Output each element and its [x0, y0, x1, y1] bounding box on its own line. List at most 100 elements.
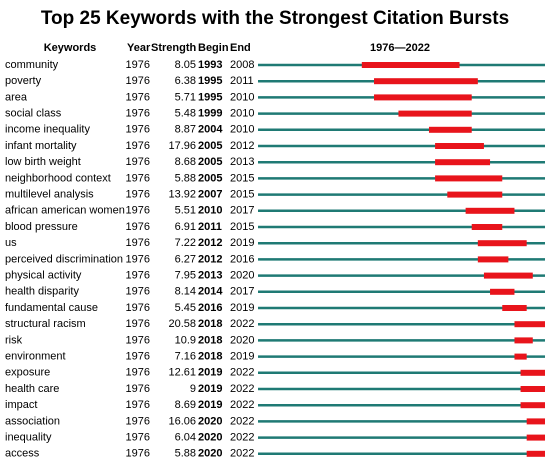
keyword: blood pressure [5, 221, 78, 233]
strength: 7.95 [175, 270, 196, 282]
year: 1976 [126, 367, 150, 379]
begin: 2010 [198, 205, 222, 217]
year: 1976 [126, 318, 150, 330]
burst-bar [477, 240, 527, 247]
keyword: community [5, 59, 59, 71]
keyword: infant mortality [5, 140, 77, 152]
strength: 7.16 [175, 351, 196, 363]
title: Top 25 Keywords with the Strongest Citat… [41, 8, 509, 29]
strength: 5.88 [175, 172, 196, 184]
end: 2022 [230, 318, 254, 330]
begin: 2016 [198, 302, 222, 314]
strength: 5.88 [175, 448, 196, 460]
year: 1976 [126, 91, 150, 103]
year: 1976 [126, 253, 150, 265]
burst-bar [428, 126, 472, 133]
year: 1976 [126, 108, 150, 120]
end: 2022 [230, 432, 254, 444]
keyword: structural racism [5, 318, 86, 330]
year: 1976 [126, 334, 150, 346]
end: 2010 [230, 124, 254, 136]
burst-bar [435, 143, 484, 149]
keyword: social class [5, 108, 62, 120]
column-header: End [230, 42, 251, 54]
end: 2022 [230, 367, 254, 379]
burst-bar [520, 402, 545, 409]
column-header: Strength [151, 42, 197, 54]
strength: 8.68 [175, 156, 196, 168]
keyword: risk [5, 334, 23, 346]
end: 2011 [230, 75, 254, 87]
burst-bar [502, 305, 527, 311]
begin: 1999 [198, 108, 222, 120]
keyword: health care [5, 383, 59, 395]
end: 2019 [230, 237, 254, 249]
end: 2022 [230, 415, 254, 427]
strength: 8.14 [175, 286, 196, 298]
year: 1976 [126, 124, 150, 136]
begin: 2018 [198, 334, 222, 346]
burst-bar [526, 418, 545, 425]
keyword: income inequality [5, 124, 90, 136]
burst-bar [471, 224, 503, 230]
year: 1976 [126, 189, 150, 201]
begin: 2020 [198, 432, 222, 444]
strength: 5.45 [175, 302, 196, 314]
year: 1976 [126, 415, 150, 427]
keyword: impact [5, 399, 37, 411]
begin: 2012 [198, 237, 222, 249]
burst-bar [435, 175, 503, 182]
end: 2020 [230, 270, 254, 282]
end: 2012 [230, 140, 254, 152]
keyword: association [5, 415, 60, 427]
strength: 7.22 [175, 237, 196, 249]
strength: 16.06 [168, 415, 196, 427]
end: 2010 [230, 91, 254, 103]
begin: 2013 [198, 270, 222, 282]
begin: 2018 [198, 318, 222, 330]
begin: 1995 [198, 75, 222, 87]
begin: 2020 [198, 415, 222, 427]
year: 1976 [126, 205, 150, 217]
strength: 8.87 [175, 124, 196, 136]
burst-bar [514, 353, 527, 360]
year: 1976 [126, 172, 150, 184]
strength: 5.71 [175, 91, 196, 103]
end: 2015 [230, 172, 254, 184]
strength: 8.69 [175, 399, 196, 411]
year: 1976 [126, 59, 150, 71]
burst-bar [361, 62, 460, 68]
year: 1976 [126, 221, 150, 233]
begin: 1995 [198, 91, 222, 103]
column-header: Year [127, 42, 151, 54]
end: 2017 [230, 286, 254, 298]
year: 1976 [126, 448, 150, 460]
keyword: neighborhood context [5, 172, 111, 184]
column-header: Keywords [44, 42, 97, 54]
year: 1976 [126, 432, 150, 444]
begin: 1993 [198, 59, 222, 71]
strength: 10.9 [175, 334, 196, 346]
strength: 9 [190, 383, 196, 395]
burst-bar [526, 450, 545, 457]
year: 1976 [126, 383, 150, 395]
burst-bar [483, 272, 533, 279]
begin: 2018 [198, 351, 222, 363]
burst-bar [514, 321, 545, 328]
burst-bar [374, 94, 472, 101]
burst-bar [398, 110, 472, 117]
burst-bar [526, 434, 545, 441]
keyword: poverty [5, 75, 42, 87]
year: 1976 [126, 302, 150, 314]
keyword: exposure [5, 367, 50, 379]
keyword: african american women [5, 205, 125, 217]
year: 1976 [126, 140, 150, 152]
end: 2017 [230, 205, 254, 217]
end: 2013 [230, 156, 254, 168]
strength: 6.91 [175, 221, 196, 233]
burst-bar [374, 78, 478, 85]
keyword: perceived discrimination [5, 253, 123, 265]
keyword: physical activity [5, 270, 82, 282]
end: 2008 [230, 59, 254, 71]
strength: 17.96 [168, 140, 196, 152]
